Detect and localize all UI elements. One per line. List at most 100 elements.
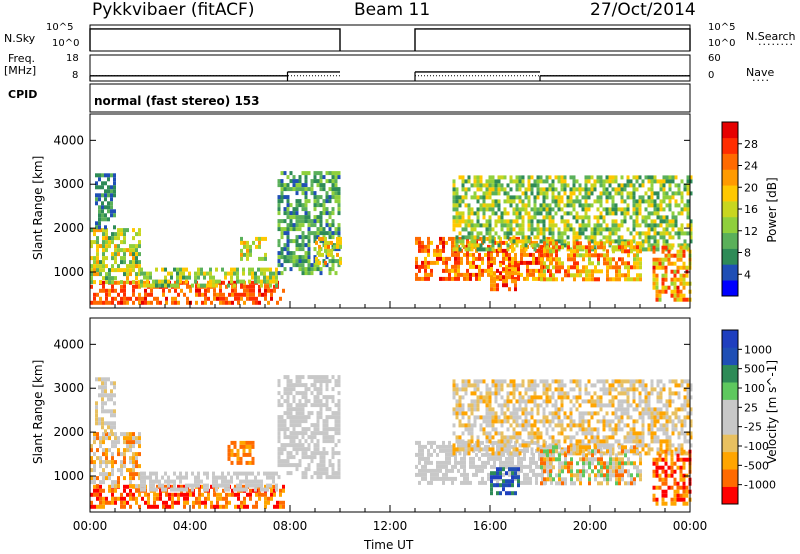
power-cell (93, 292, 96, 297)
velocity-cell (212, 483, 215, 488)
power-cell (120, 300, 123, 305)
power-cell (624, 261, 627, 266)
power-cell (614, 223, 618, 228)
velocity-cell (269, 475, 272, 480)
power-cell (554, 195, 558, 200)
power-cell (463, 272, 466, 277)
power-cell (540, 265, 543, 270)
power-cell (567, 241, 570, 246)
power-cell (146, 279, 149, 284)
power-cell (665, 191, 669, 196)
velocity-cell (337, 439, 341, 444)
velocity-cell (301, 431, 305, 436)
power-cell (286, 211, 290, 216)
power-cell (114, 280, 117, 285)
power-cell (470, 243, 474, 248)
power-cell (644, 247, 648, 252)
velocity-cell (322, 379, 326, 384)
power-cell (632, 239, 636, 244)
power-cell (509, 223, 513, 228)
velocity-cell (310, 475, 314, 480)
power-cell (558, 265, 561, 270)
velocity-cell (307, 375, 311, 380)
power-cell (578, 223, 582, 228)
power-cell (515, 207, 519, 212)
velocity-cell (533, 399, 537, 404)
velocity-cell (310, 451, 314, 456)
power-cell (639, 277, 642, 282)
power-cell (615, 277, 618, 282)
velocity-cell (304, 391, 308, 396)
power-cell (183, 292, 186, 297)
velocity-cell (90, 460, 93, 465)
power-cell (466, 252, 469, 257)
power-cell (686, 207, 690, 212)
power-cell (524, 247, 528, 252)
power-cell (515, 211, 519, 216)
velocity-cell (104, 377, 107, 382)
power-cell (337, 191, 341, 196)
power-cell (618, 245, 621, 250)
velocity-cell (231, 488, 234, 493)
power-cell (527, 219, 531, 224)
velocity-cell (605, 451, 609, 456)
velocity-cell (593, 427, 597, 432)
velocity-cell (479, 391, 483, 396)
velocity-cell (93, 504, 96, 509)
power-cell (95, 225, 98, 230)
power-cell (632, 223, 636, 228)
velocity-cell (279, 488, 282, 493)
power-cell (240, 292, 243, 297)
velocity-cell (542, 387, 546, 392)
power-cell (685, 297, 689, 302)
power-cell (566, 183, 570, 188)
velocity-cell (482, 447, 486, 452)
power-cell (219, 296, 222, 301)
velocity-cell (117, 496, 120, 501)
power-cell (682, 253, 686, 258)
velocity-cell (650, 407, 654, 412)
velocity-cell (521, 395, 525, 400)
power-cell (551, 183, 555, 188)
power-cell (240, 240, 243, 245)
velocity-cell (617, 407, 621, 412)
power-cell (319, 183, 323, 188)
velocity-cell (93, 484, 96, 489)
velocity-cell (111, 464, 114, 469)
velocity-cell (581, 415, 585, 420)
power-cell (304, 195, 308, 200)
power-cell (497, 175, 501, 180)
velocity-cell (289, 443, 293, 448)
power-cell (469, 260, 472, 265)
velocity-cell (108, 476, 111, 481)
velocity-cell (132, 464, 135, 469)
power-cell (95, 173, 98, 178)
velocity-cell (617, 383, 621, 388)
power-cell (304, 183, 308, 188)
power-cell (269, 275, 272, 280)
power-cell (451, 244, 454, 249)
velocity-cell (301, 471, 305, 476)
power-cell (117, 268, 120, 273)
velocity-cell (307, 443, 311, 448)
velocity-cell (111, 440, 114, 445)
power-cell (638, 235, 642, 240)
velocity-cell (129, 444, 132, 449)
power-cell (518, 207, 522, 212)
velocity-cell (533, 387, 537, 392)
velocity-cell (488, 431, 492, 436)
velocity-cell (476, 447, 480, 452)
velocity-cell (543, 457, 546, 462)
velocity-cell (162, 504, 165, 509)
power-cell (618, 273, 621, 278)
power-cell (683, 239, 687, 244)
power-cell (633, 245, 636, 250)
velocity-cell (549, 473, 552, 478)
velocity-cell (662, 431, 666, 436)
power-cell (105, 276, 108, 281)
power-cell (469, 276, 472, 281)
power-cell (591, 261, 594, 266)
power-cell (454, 268, 457, 273)
velocity-cell (322, 435, 326, 440)
velocity-cell (535, 472, 538, 477)
